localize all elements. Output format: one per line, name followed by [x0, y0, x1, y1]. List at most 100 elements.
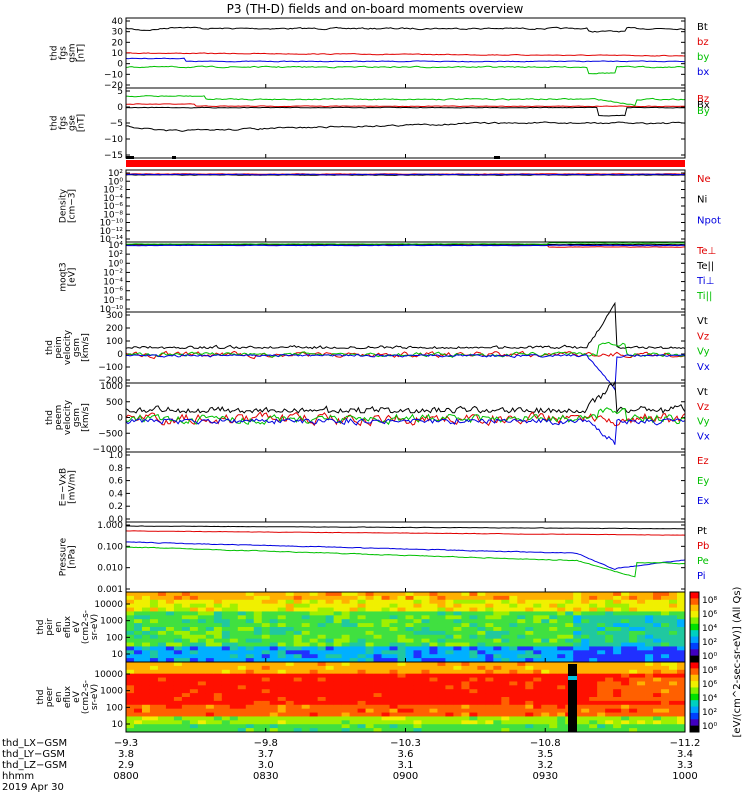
- spectrogram-cell: [597, 642, 606, 647]
- spectrogram-cell: [653, 592, 662, 597]
- spectrogram-cell: [173, 697, 183, 702]
- spectrogram-cell: [381, 658, 390, 663]
- spectrogram-cell: [541, 592, 550, 597]
- spectrogram-cell: [181, 642, 191, 647]
- spectrogram-cell: [237, 662, 247, 667]
- spectrogram-cell: [173, 658, 183, 663]
- spectrogram-cell: [549, 677, 558, 682]
- spectrogram-cell: [645, 662, 654, 667]
- spectrogram-cell: [629, 697, 638, 702]
- spectrogram-cell: [589, 708, 598, 713]
- spectrogram-cell: [621, 712, 630, 717]
- spectrogram-cell: [573, 677, 582, 682]
- spectrogram-cell: [293, 700, 303, 706]
- spectrogram-cell: [126, 642, 135, 647]
- spectrogram-cell: [597, 681, 606, 686]
- spectrogram-cell: [245, 681, 255, 686]
- spectrogram-cell: [205, 693, 215, 698]
- spectrogram-cell: [653, 650, 662, 655]
- spectrogram-cell: [461, 603, 470, 608]
- spectrogram-cell: [149, 603, 159, 608]
- spectrogram-cell: [629, 630, 638, 636]
- spectrogram-cell: [149, 627, 159, 632]
- spectrogram-cell: [213, 720, 223, 725]
- spectrogram-cell: [509, 693, 518, 698]
- spectrogram-cell: [189, 634, 199, 640]
- spectrogram-cell: [437, 642, 446, 647]
- spectrogram-cell: [389, 603, 398, 608]
- spectrogram-cell: [581, 646, 590, 651]
- spectrogram-cell: [317, 728, 327, 733]
- spectrogram-cell: [621, 662, 630, 667]
- spectrogram-cell: [149, 704, 159, 710]
- spectrogram-cell: [126, 627, 135, 632]
- spectrogram-cell: [605, 720, 614, 725]
- spectrogram-cell: [437, 646, 446, 651]
- spectrogram-cell: [549, 704, 558, 710]
- spectrogram-cell: [165, 607, 175, 612]
- spectrogram-cell: [637, 592, 646, 597]
- spectrogram-cell: [429, 642, 438, 647]
- spectrogram-cell: [653, 599, 662, 605]
- spectrogram-cell: [445, 592, 454, 597]
- spectrogram-cell: [197, 689, 207, 694]
- spectrogram-cell: [149, 685, 159, 690]
- spectrogram-cell: [653, 693, 662, 698]
- spectrogram-cell: [613, 665, 622, 671]
- spectrogram-cell: [373, 599, 382, 605]
- spectrogram-cell: [181, 650, 191, 655]
- series-line: [125, 52, 686, 57]
- spectrogram-cell: [493, 673, 502, 678]
- x-tick-lz: 3.2: [537, 760, 553, 771]
- spectrogram-cell: [405, 630, 414, 636]
- spectrogram-cell: [541, 677, 550, 682]
- spectrogram-cell: [293, 650, 303, 655]
- spectrogram-cell: [133, 592, 143, 597]
- spectrogram-cell: [621, 724, 630, 729]
- spectrogram-cell: [349, 623, 358, 628]
- spectrogram-cell: [493, 689, 502, 694]
- spectrogram-cell: [677, 603, 686, 608]
- spectrogram-cell: [645, 654, 654, 659]
- spectrogram-cell: [557, 708, 566, 713]
- spectrogram-cell: [461, 689, 470, 694]
- spectrogram-cell: [253, 697, 263, 702]
- spectrogram-cell: [605, 595, 614, 601]
- spectrogram-cell: [525, 634, 534, 640]
- spectrogram-cell: [301, 708, 311, 713]
- spectrogram-cell: [126, 681, 135, 686]
- spectrogram-cell: [661, 642, 670, 647]
- spectrogram-cell: [293, 685, 303, 690]
- spectrogram-cell: [149, 716, 159, 721]
- spectrogram-cell: [349, 615, 358, 620]
- spectrogram-cell: [261, 595, 271, 601]
- spectrogram-cell: [445, 689, 454, 694]
- spectrogram-cell: [669, 708, 678, 713]
- spectrogram-cell: [213, 693, 223, 698]
- spectrogram-cell: [445, 619, 454, 624]
- spectrogram-cell: [149, 673, 159, 678]
- spectrogram-cell: [189, 654, 199, 659]
- spectrogram-cell: [141, 599, 151, 605]
- spectrogram-cell: [437, 627, 446, 632]
- spectrogram-cell: [653, 642, 662, 647]
- spectrogram-cell: [325, 615, 335, 620]
- spectrogram-cell: [373, 697, 382, 702]
- spectrogram-cell: [126, 603, 135, 608]
- spectrogram-cell: [245, 619, 255, 624]
- x-axis-row-label: thd_LZ−GSM: [2, 760, 67, 771]
- spectrogram-cell: [357, 728, 366, 733]
- spectrogram-cell: [677, 646, 686, 651]
- colorbar-swatch: [690, 681, 699, 688]
- spectrogram-cell: [645, 712, 654, 717]
- spectrogram-cell: [469, 592, 478, 597]
- spectrogram-cell: [597, 646, 606, 651]
- spectrogram-cell: [557, 665, 566, 671]
- spectrogram-cell: [157, 592, 167, 597]
- spectrogram-cell: [357, 685, 366, 690]
- spectrogram-cell: [181, 638, 191, 643]
- spectrogram-cell: [469, 615, 478, 620]
- spectrogram-cell: [637, 611, 646, 616]
- spectrogram-cell: [373, 665, 382, 671]
- spectrogram-cell: [437, 638, 446, 643]
